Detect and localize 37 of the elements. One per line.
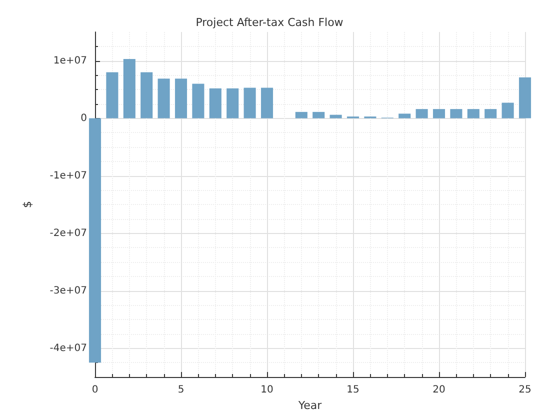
bar xyxy=(330,114,342,118)
bar xyxy=(192,84,204,118)
bar xyxy=(450,109,462,118)
bar xyxy=(244,88,256,118)
bar xyxy=(398,114,411,118)
bar xyxy=(174,78,188,118)
bar xyxy=(484,109,497,118)
bar xyxy=(260,88,274,118)
bar xyxy=(88,118,102,363)
y-tick-label: -3e+07 xyxy=(50,285,87,296)
chart-title: Project After-tax Cash Flow xyxy=(196,16,344,29)
x-axis-title: Year xyxy=(297,398,322,412)
bar xyxy=(432,109,446,118)
y-tick-label: -2e+07 xyxy=(50,228,87,239)
bar xyxy=(312,112,325,118)
y-tick-label: -1e+07 xyxy=(50,170,87,182)
x-tick-label: 20 xyxy=(432,384,446,396)
bar xyxy=(140,72,153,118)
y-tick-label: 1e+07 xyxy=(53,55,87,66)
bar xyxy=(416,109,428,118)
x-tick-label: 5 xyxy=(178,384,184,396)
bar xyxy=(518,77,532,118)
bar xyxy=(295,112,308,118)
x-tick-label: 15 xyxy=(346,384,360,396)
bar xyxy=(158,78,170,118)
bar xyxy=(226,88,239,118)
x-tick-label: 10 xyxy=(260,384,274,396)
x-tick-label: 25 xyxy=(518,384,532,396)
bar xyxy=(123,59,136,118)
bar xyxy=(467,109,480,118)
bar xyxy=(502,102,514,118)
bar xyxy=(209,88,222,118)
y-tick-label: -4e+07 xyxy=(50,342,87,354)
x-tick-label: 0 xyxy=(92,384,98,396)
y-tick-label: 0 xyxy=(80,112,87,124)
y-axis-title: $ xyxy=(21,201,34,208)
bar xyxy=(106,72,118,118)
